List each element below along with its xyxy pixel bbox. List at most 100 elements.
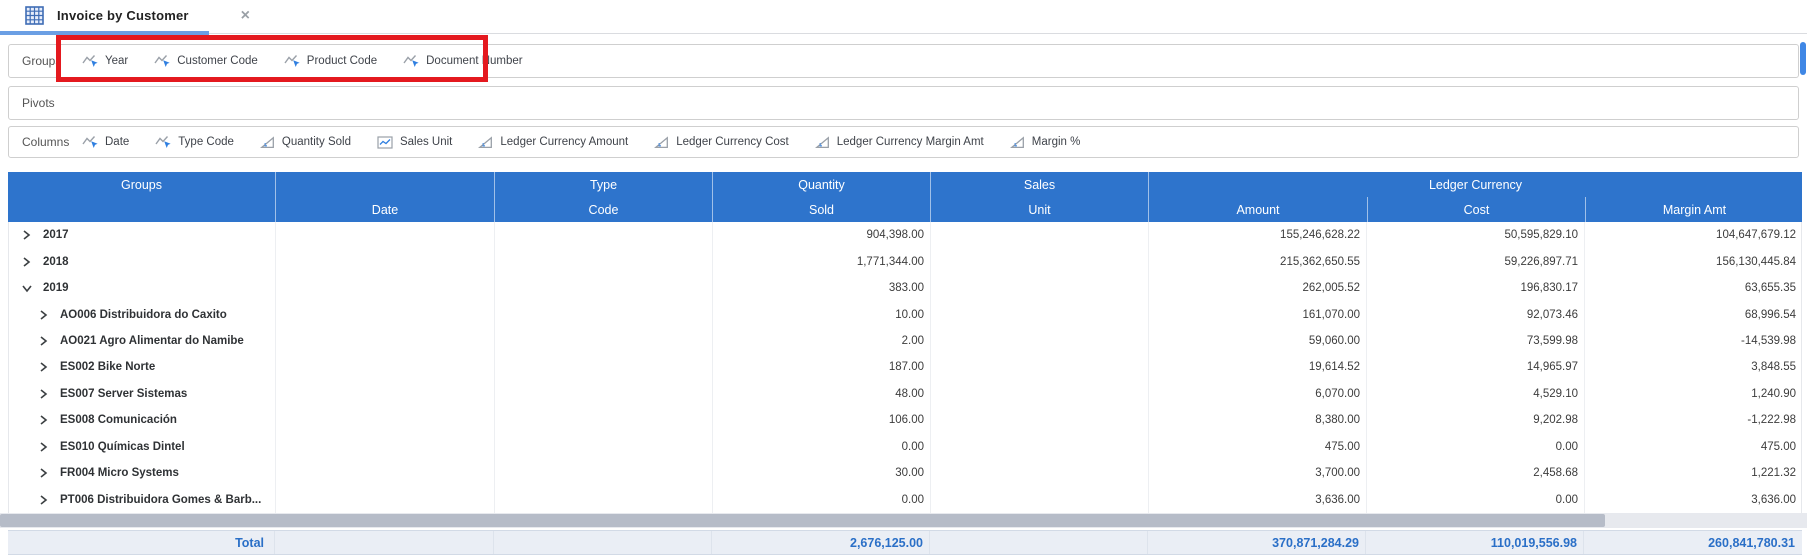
columns-tray-label: Columns [22,135,70,149]
row-label: ES007 Server Sistemas [60,387,188,400]
row-label: ES008 Comunicación [60,414,177,427]
dimension-icon [155,135,171,149]
chevron-right-icon[interactable] [22,257,37,267]
close-icon[interactable]: × [240,6,251,24]
cell-cost: 9,202.98 [1366,407,1584,434]
cell-amount: 3,636.00 [1148,486,1366,513]
chip-ledger-currency-margin-amt[interactable]: Ledger Currency Margin Amt [814,135,984,149]
cell-margin-amt: 1,221.32 [1584,459,1801,487]
tab-bar: Invoice by Customer × [0,0,1807,35]
chevron-right-icon[interactable] [39,442,54,452]
dimension-icon [284,54,300,68]
chip-label: Sales Unit [399,136,453,148]
cell-sales-unit [930,274,1148,302]
chevron-right-icon[interactable] [39,468,54,478]
pivots-tray: Pivots [8,86,1799,120]
chevron-right-icon[interactable] [39,362,54,373]
chevron-right-icon[interactable] [22,230,37,240]
table-row-es002-bike-norte[interactable]: ES002 Bike Norte 187.00 19,614.52 14,965.97… [9,354,1801,381]
column-header-sales-unit[interactable]: Sales Unit [930,172,1148,222]
chip-label: Ledger Currency Margin Amt [836,136,984,148]
chip-quantity-sold[interactable]: Quantity Sold [259,135,351,149]
cell-type-code [494,222,712,249]
cell-amount: 155,246,628.22 [1148,222,1366,249]
horizontal-scrollbar-thumb[interactable] [0,514,1605,527]
table-row-es007-server-sistemas[interactable]: ES007 Server Sistemas 48.00 6,070.00 4,529.… [9,380,1801,408]
chip-margin[interactable]: Margin % [1009,135,1081,149]
column-header-quantity-sold[interactable]: Quantity Sold [712,172,930,222]
table-row-fr004-micro-systems[interactable]: FR004 Micro Systems 30.00 3,700.00 2,458.68… [9,459,1801,487]
cell-type-code [494,459,712,487]
column-header-amount[interactable]: Amount [1236,202,1280,217]
cell-sales-unit [930,380,1148,408]
cell-amount: 59,060.00 [1148,327,1366,355]
total-label: Total [235,535,264,550]
table-row-2019[interactable]: 2019 383.00 262,005.52 196,830.17 63,655.35 [9,274,1801,302]
column-header-groups[interactable]: Groups [121,177,162,192]
chip-customer-code[interactable]: Customer Code [154,54,258,68]
cell-margin-amt: 68,996.54 [1584,301,1801,328]
total-amount: 370,871,284.29 [1147,531,1365,554]
measure-icon [259,135,275,149]
chip-label: Customer Code [177,55,258,67]
chip-ledger-currency-amount[interactable]: Ledger Currency Amount [478,135,628,149]
cell-margin-amt: 63,655.35 [1584,274,1801,302]
chevron-right-icon[interactable] [39,415,54,425]
chip-product-code[interactable]: Product Code [284,54,377,68]
table-row-2017[interactable]: 2017 904,398.00 155,246,628.22 50,595,829.1… [9,222,1801,249]
chevron-right-icon[interactable] [39,336,54,346]
cell-margin-amt: 1,240.90 [1584,380,1801,408]
cell-cost: 4,529.10 [1366,380,1584,408]
chip-type-code[interactable]: Type Code [155,135,234,149]
row-label: 2018 [43,255,69,268]
chip-label: Date [105,136,130,148]
chip-date[interactable]: Date [82,135,129,149]
table-row-es008-comunicaci-n[interactable]: ES008 Comunicación 106.00 8,380.00 9,202.98… [9,407,1801,434]
cell-sales-unit [930,433,1148,460]
cell-quantity-sold: 187.00 [712,354,930,381]
table-row-pt006-distribuidora-gomes-barb[interactable]: PT006 Distribuidora Gomes & Barb... 0.00 3… [9,486,1801,513]
column-header-margin-amt[interactable]: Margin Amt [1585,197,1803,222]
tab-invoice-by-customer[interactable]: Invoice by Customer × [0,0,250,31]
tab-title: Invoice by Customer [57,8,189,23]
cell-sales-unit [930,459,1148,487]
horizontal-scrollbar[interactable] [0,513,1807,528]
chip-year[interactable]: Year [82,54,128,68]
vertical-scrollbar-thumb[interactable] [1800,42,1806,75]
chip-document-number[interactable]: Document Number [403,54,523,68]
chip-label: Margin % [1031,136,1081,148]
chip-label: Product Code [306,55,378,67]
chip-label: Type Code [178,136,234,148]
table-row-ao021-agro-alimentar-do-namibe[interactable]: AO021 Agro Alimentar do Namibe 2.00 59,060… [9,327,1801,355]
cell-date [275,486,494,513]
cell-date [275,380,494,408]
cell-quantity-sold: 0.00 [712,433,930,460]
cell-amount: 262,005.52 [1148,274,1366,302]
grid-table-icon [25,6,44,25]
cell-cost: 0.00 [1366,433,1584,460]
chip-ledger-currency-cost[interactable]: Ledger Currency Cost [654,135,789,149]
cell-quantity-sold: 2.00 [712,327,930,355]
chevron-right-icon[interactable] [39,309,54,320]
table-row-ao006-distribuidora-do-caxito[interactable]: AO006 Distribuidora do Caxito 10.00 161,07… [9,301,1801,328]
cell-date [275,301,494,328]
total-type-code [493,531,711,554]
ledger-currency-group-label: Ledger Currency [1428,177,1523,192]
cell-sales-unit [930,327,1148,355]
cell-sales-unit [930,248,1148,275]
cell-type-code [494,407,712,434]
table-row-2018[interactable]: 2018 1,771,344.00 215,362,650.55 59,226,897… [9,248,1801,275]
column-header-cost[interactable]: Cost [1367,197,1585,222]
cell-date [275,354,494,381]
chip-sales-unit[interactable]: Sales Unit [377,135,453,149]
column-header-date[interactable]: Date [275,172,494,222]
chevron-down-icon[interactable] [22,284,37,293]
cell-amount: 8,380.00 [1148,407,1366,434]
table-row-es010-qu-micas-dintel[interactable]: ES010 Químicas Dintel 0.00 475.00 0.00 475.0… [9,433,1801,460]
cell-date [275,222,494,249]
chevron-right-icon[interactable] [39,389,54,399]
cell-type-code [494,301,712,328]
column-header-type-code[interactable]: Type Code [494,172,712,222]
row-label: PT006 Distribuidora Gomes & Barb... [60,493,262,506]
chevron-right-icon[interactable] [39,494,54,505]
